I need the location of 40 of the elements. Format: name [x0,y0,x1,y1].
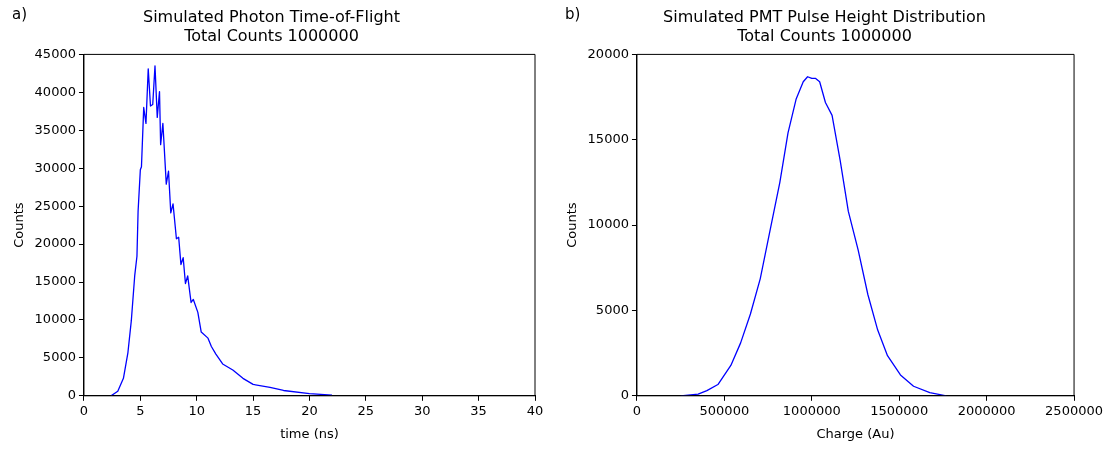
y-tick-label: 20000 [34,235,76,251]
x-tick-label: 1500000 [870,402,929,418]
y-tick-label: 0 [67,387,76,403]
x-tick-label: 20 [301,402,318,418]
y-tick-label: 10000 [587,216,629,232]
x-axis-title: Charge (Au) [816,425,895,441]
y-tick-label: 40000 [34,83,76,99]
y-tick-label: 15000 [587,131,629,147]
x-tick-label: 15 [244,402,262,418]
x-tick-label: 0 [79,402,89,418]
text: a) [12,5,28,24]
x-axis-title: time (ns) [280,425,339,441]
y-tick-label: 0 [620,387,629,403]
chart-title: Simulated Photon Time-of-Flight [142,6,401,26]
y-tick-label: 35000 [34,121,76,137]
text: b) [565,5,581,24]
x-tick-label: 500000 [699,402,750,418]
y-tick-label: 10000 [34,311,76,327]
y-tick-label: 15000 [34,273,76,289]
x-tick-label: 2000000 [957,402,1016,418]
y-axis-title: Counts [564,202,580,248]
chart-title: Simulated PMT Pulse Height Distribution [663,6,986,26]
chart-subtitle: Total Counts 1000000 [736,25,912,45]
y-tick-label: 5000 [595,301,629,317]
x-tick-label: 40 [526,402,544,418]
x-tick-label: 1000000 [782,402,841,418]
x-tick-label: 10 [188,402,205,418]
y-axis-title: Counts [11,202,27,248]
y-tick-label: 20000 [587,45,629,61]
y-tick-label: 5000 [42,349,76,365]
chart-subtitle: Total Counts 1000000 [183,25,359,45]
x-tick-label: 5 [136,402,145,418]
x-tick-label: 0 [632,402,642,418]
x-tick-label: 2500000 [1045,402,1103,418]
y-tick-label: 25000 [34,197,76,213]
x-tick-label: 35 [470,402,487,418]
y-tick-label: 45000 [34,45,76,61]
x-tick-label: 30 [413,402,431,418]
y-tick-label: 30000 [34,159,76,175]
x-tick-label: 25 [357,402,375,418]
